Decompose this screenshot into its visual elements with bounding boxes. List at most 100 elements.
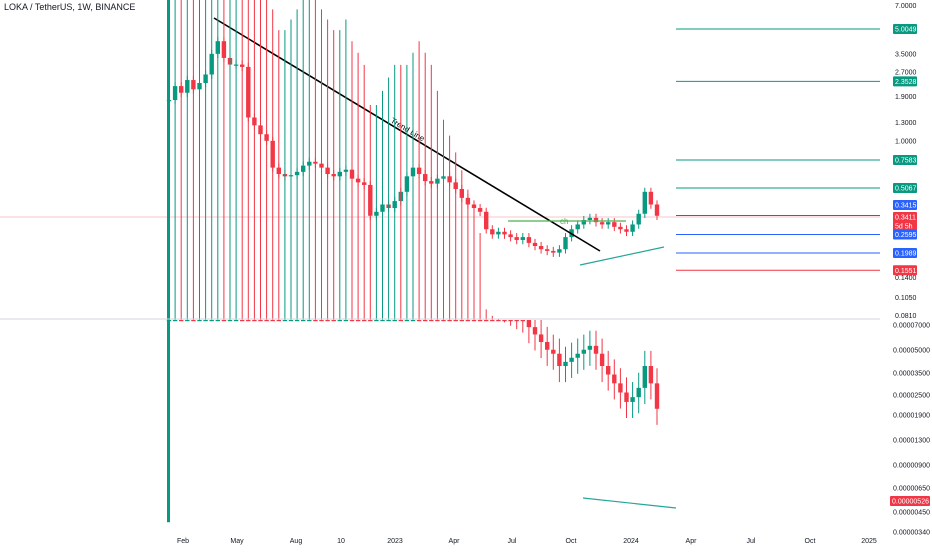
top-candle	[490, 229, 495, 235]
bottom-candle	[337, 320, 342, 322]
bottom-candle	[484, 320, 489, 322]
y-tick-label: 0.00007000	[893, 323, 930, 330]
price-tag	[893, 247, 917, 258]
top-candle	[502, 231, 507, 235]
y-tick-label: 0.00003500	[893, 371, 930, 378]
price-tag	[890, 496, 930, 506]
x-tick-label: May	[230, 538, 244, 545]
bottom-candle	[307, 320, 312, 322]
bottom-candle	[447, 320, 452, 322]
bottom-candle	[612, 374, 617, 384]
bottom-candle	[648, 366, 654, 384]
bottom-candle	[398, 320, 403, 322]
bottom-candle	[209, 320, 214, 322]
price-tag	[893, 24, 917, 35]
bottom-candle	[288, 320, 294, 322]
x-tick-label: Feb	[177, 538, 189, 545]
price-tag-label: 0.3415	[895, 203, 917, 210]
comparison-pane	[166, 0, 677, 523]
bottom-candle	[490, 320, 495, 322]
bottom-candle	[618, 383, 623, 393]
bottom-candle	[520, 320, 525, 322]
support-line-bottom	[582, 497, 677, 509]
top-candle	[654, 204, 660, 216]
bottom-candle	[557, 353, 562, 367]
price-tag-label: 0.1551	[895, 268, 917, 275]
bottom-candle	[599, 353, 605, 367]
bottom-candle	[514, 320, 519, 322]
bottom-candle	[624, 392, 629, 402]
time-axis: Feb May Aug 10 2023 Apr Jul Oct 2024 Apr Jul Oct 202…	[177, 538, 877, 545]
bottom-candle	[331, 320, 336, 322]
price-axis: 7.0000 5.0049 3.5000 2.7000 2.3528 1.9000 1.30…	[890, 3, 930, 537]
x-tick-label: 2025	[861, 538, 877, 545]
price-tag-label: 2.3528	[895, 79, 917, 86]
top-candle	[557, 249, 562, 253]
bottom-candle	[551, 349, 556, 354]
bottom-candle	[185, 320, 190, 322]
bottom-candle	[374, 320, 379, 322]
bottom-candle	[416, 320, 422, 322]
bottom-candle	[538, 334, 544, 342]
y-tick-label: 2.7000	[895, 69, 917, 76]
top-candle	[599, 222, 605, 225]
top-candle	[508, 234, 513, 238]
bottom-candle	[325, 320, 330, 322]
bottom-candle	[313, 320, 318, 322]
bottom-candle	[423, 320, 428, 322]
bottom-candle	[270, 320, 275, 322]
price-tag	[893, 183, 917, 194]
channel-label: ch	[560, 217, 568, 226]
bottom-candle	[410, 320, 416, 322]
top-candle	[520, 237, 525, 240]
bottom-candle	[581, 349, 586, 354]
bottom-candle	[477, 320, 483, 322]
bottom-candle	[258, 320, 263, 322]
top-candle	[612, 222, 617, 227]
x-tick-label: Jul	[508, 538, 517, 545]
price-tag	[893, 155, 917, 166]
y-tick-label: 0.00000650	[893, 486, 930, 493]
top-candle	[514, 237, 519, 240]
bottom-candle	[606, 366, 611, 375]
bottom-candle	[465, 320, 471, 322]
top-candle	[532, 242, 538, 246]
bottom-candle	[496, 320, 501, 322]
bottom-candle	[471, 320, 477, 322]
bottom-candle	[459, 320, 464, 322]
y-tick-label: 1.3000	[895, 120, 917, 127]
bottom-candle	[386, 320, 391, 322]
bottom-candle	[343, 320, 349, 322]
y-tick-label: 0.1400	[895, 275, 917, 282]
bottom-candle	[203, 320, 208, 322]
support-line	[579, 246, 665, 266]
x-tick-label: Aug	[290, 538, 303, 545]
price-tag	[893, 212, 917, 222]
price-tag-label: 0.3411	[895, 215, 916, 222]
price-tag	[893, 200, 917, 210]
top-candle	[545, 249, 550, 251]
x-tick-label: Apr	[686, 538, 698, 545]
y-tick-label: 0.00000450	[893, 510, 930, 517]
price-tag-label: 5.0049	[895, 27, 917, 34]
bottom-candle	[362, 320, 367, 322]
top-candle	[477, 208, 483, 212]
top-candle	[648, 191, 654, 205]
bottom-candle	[575, 353, 580, 358]
bottom-candle	[526, 320, 532, 328]
y-tick-label: 0.0810	[895, 313, 917, 320]
bottom-candle	[215, 320, 220, 322]
price-tag	[893, 76, 917, 87]
bottom-candle	[197, 320, 202, 322]
top-candle	[563, 237, 568, 250]
y-tick-label: 7.0000	[895, 3, 917, 10]
x-tick-label: Oct	[805, 538, 816, 545]
bottom-candle	[587, 345, 593, 350]
bottom-candle	[532, 327, 538, 335]
top-candle	[538, 245, 544, 250]
y-tick-label: 0.1050	[895, 295, 917, 302]
y-tick-label: 0.00001300	[893, 438, 930, 445]
